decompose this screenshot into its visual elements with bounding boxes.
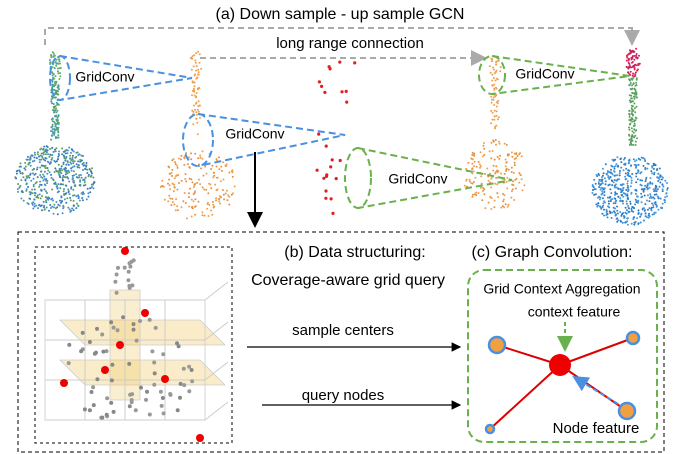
gridconv-label: GridConv	[515, 66, 574, 82]
figure: (a) Down sample - up sample GCN long ran…	[0, 0, 677, 454]
gridconv-label: GridConv	[225, 126, 284, 142]
long-range-label: long range connection	[276, 35, 424, 52]
grid-query-illustration	[45, 247, 228, 442]
panel-b-title: (b) Data structuring:	[284, 244, 425, 261]
query-nodes-label: query nodes	[302, 387, 385, 404]
gridconv-label: GridConv	[75, 69, 134, 85]
panel-b-subtitle: Coverage-aware grid query	[251, 272, 445, 289]
context-label: context feature	[528, 304, 621, 320]
gridconv-label: GridConv	[388, 171, 447, 187]
title: (a) Down sample - up sample GCN	[216, 6, 465, 23]
graph-edges	[490, 338, 633, 429]
graph-nodes	[486, 332, 639, 433]
node-feature-label: Node feature	[553, 420, 640, 437]
center-node	[549, 354, 571, 376]
sample-centers-label: sample centers	[292, 322, 394, 339]
aggregation-label: Grid Context Aggregation	[483, 281, 640, 297]
panel-c-title: (c) Graph Convolution:	[472, 244, 633, 261]
